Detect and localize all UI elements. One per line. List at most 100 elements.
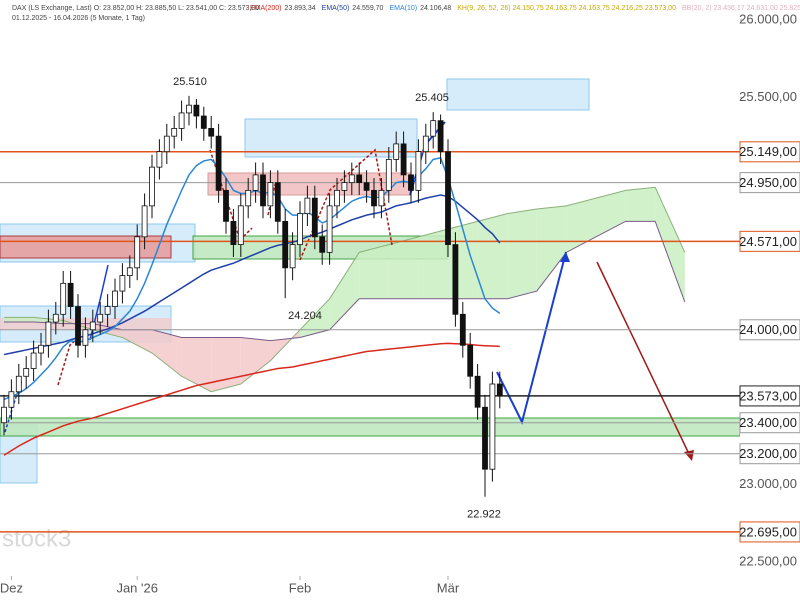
arrowhead	[560, 252, 570, 262]
cloud	[240, 337, 271, 385]
price-annotation: 25.405	[415, 92, 449, 104]
level-label-box	[739, 230, 800, 252]
candle-body	[326, 205, 333, 253]
candle-body	[304, 197, 311, 215]
cloud	[625, 187, 656, 222]
price-annotation: 22.922	[467, 509, 501, 521]
candle-body	[89, 321, 96, 331]
candle-body	[371, 189, 377, 207]
y-tick-label: 23.000,00	[739, 476, 797, 491]
cloud	[211, 337, 241, 392]
candle-body	[104, 306, 111, 315]
cloud	[359, 244, 389, 299]
y-tick-label: 26.000,00	[739, 11, 797, 26]
candle-body	[112, 290, 118, 307]
level-label: 23.200,00	[739, 446, 797, 461]
candle-body	[334, 189, 340, 207]
level-label-box	[739, 141, 800, 163]
x-tick-label: Mär	[437, 580, 460, 595]
candle-body	[348, 174, 355, 184]
candle-body	[119, 275, 126, 292]
cloud	[122, 329, 152, 354]
cloud	[418, 229, 448, 299]
candle-body	[422, 135, 429, 153]
legend-name: EMA(200)	[250, 5, 282, 12]
level-label-box	[739, 319, 800, 341]
cloud	[152, 329, 182, 377]
candle-body	[356, 174, 363, 184]
level-label: 22.695,00	[739, 524, 797, 539]
candle-body	[223, 189, 229, 222]
candle-body	[126, 267, 133, 276]
projection	[299, 148, 393, 261]
y-tick-label: 25.500,00	[739, 89, 797, 104]
level-label: 25.149,00	[739, 144, 797, 159]
axis-background	[740, 0, 800, 600]
candle-body	[60, 282, 67, 315]
projection	[57, 339, 77, 386]
watermark: stock3	[2, 525, 71, 552]
candle-body	[23, 368, 30, 377]
candle-body	[186, 104, 192, 114]
candle-body	[1, 406, 7, 424]
candle-body	[385, 158, 392, 191]
cloud	[448, 221, 478, 299]
candle-body	[408, 174, 414, 191]
candle-body	[467, 344, 474, 377]
level-label: 23.573,00	[739, 388, 797, 403]
chart-body	[4, 186, 686, 393]
cloud	[181, 337, 212, 392]
x-tick-label: Jan '26	[116, 580, 158, 595]
candle-body	[156, 151, 163, 168]
candle-body	[38, 344, 44, 354]
candle-body	[452, 244, 459, 315]
price-annotation: 25.510	[173, 76, 207, 88]
zone	[0, 417, 741, 437]
header-period: 01.12.2025 - 16.04.2026 (5 Monate, 1 Tag…	[12, 15, 145, 22]
candle-body	[378, 189, 385, 207]
candle-body	[400, 143, 407, 176]
cloud-edge	[4, 220, 686, 342]
cloud	[536, 205, 567, 292]
candle-body	[430, 120, 437, 137]
candle-body	[496, 383, 503, 397]
legend-value: 24.559,70	[352, 5, 383, 12]
candle-body	[134, 236, 141, 269]
projection	[596, 261, 691, 457]
legend-kh: KH(9, 26, 52, 26) 24.150,75 24.163,75 24…	[457, 5, 676, 12]
candle-body	[282, 220, 289, 269]
x-tick-label: Dez	[0, 580, 23, 595]
candle-body	[363, 182, 370, 191]
candle-body	[311, 197, 318, 238]
candle-body	[289, 244, 296, 269]
cloud	[655, 187, 685, 302]
price-annotation: 24.204	[288, 310, 322, 322]
legend-name: EMA(10)	[389, 5, 417, 12]
candle-body	[30, 352, 37, 369]
candle-body	[67, 282, 74, 307]
legend-bb: BB(20, 2) 23.436,17 24.631,00 25.825,83	[682, 5, 800, 12]
candle-body	[82, 329, 89, 346]
candle-body	[208, 128, 215, 137]
candle-body	[482, 406, 488, 470]
candle-body	[97, 313, 104, 323]
candle-body	[341, 182, 348, 191]
ema-line	[3, 342, 500, 456]
cloud	[477, 213, 508, 299]
candle-body	[15, 375, 22, 393]
candle-body	[297, 213, 303, 245]
x-tick-label: Feb	[289, 580, 311, 595]
cloud-edge	[4, 186, 686, 393]
level-label-box	[739, 443, 800, 465]
level-label-box	[739, 521, 800, 543]
candle-body	[45, 321, 52, 346]
arrowhead	[684, 450, 694, 461]
candle-body	[8, 391, 15, 408]
candle-body	[459, 313, 466, 346]
candle-body	[75, 306, 81, 346]
y-tick-label: 22.500,00	[739, 554, 797, 569]
candle-body	[171, 128, 178, 137]
candle-body	[393, 143, 400, 160]
level-label-box	[739, 385, 800, 407]
